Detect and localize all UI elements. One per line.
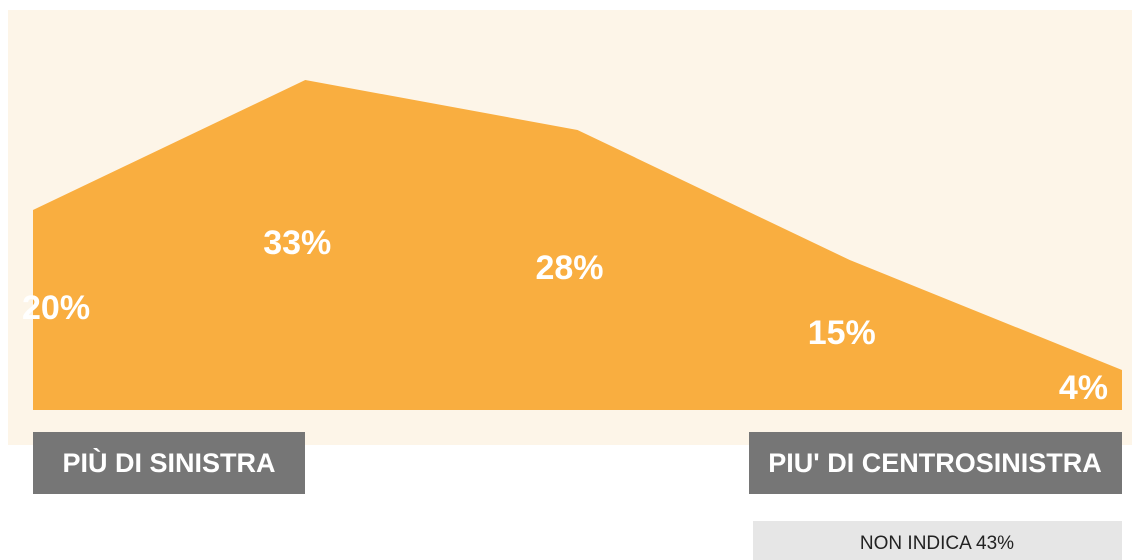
value-label: 33% [263, 224, 331, 262]
left-label-box [33, 432, 305, 494]
note: NON INDICA 43% [860, 533, 1014, 554]
right-label-box [749, 432, 1122, 494]
note-box [753, 521, 1122, 560]
value-label: 4% [1059, 369, 1108, 407]
value-label: 15% [808, 314, 876, 352]
value-label: 20% [22, 289, 90, 327]
right-label: PIU' DI CENTROSINISTRA [768, 448, 1101, 478]
left-label: PIÙ DI SINISTRA [62, 447, 275, 478]
value-label: 28% [535, 249, 603, 287]
area [33, 80, 1122, 410]
